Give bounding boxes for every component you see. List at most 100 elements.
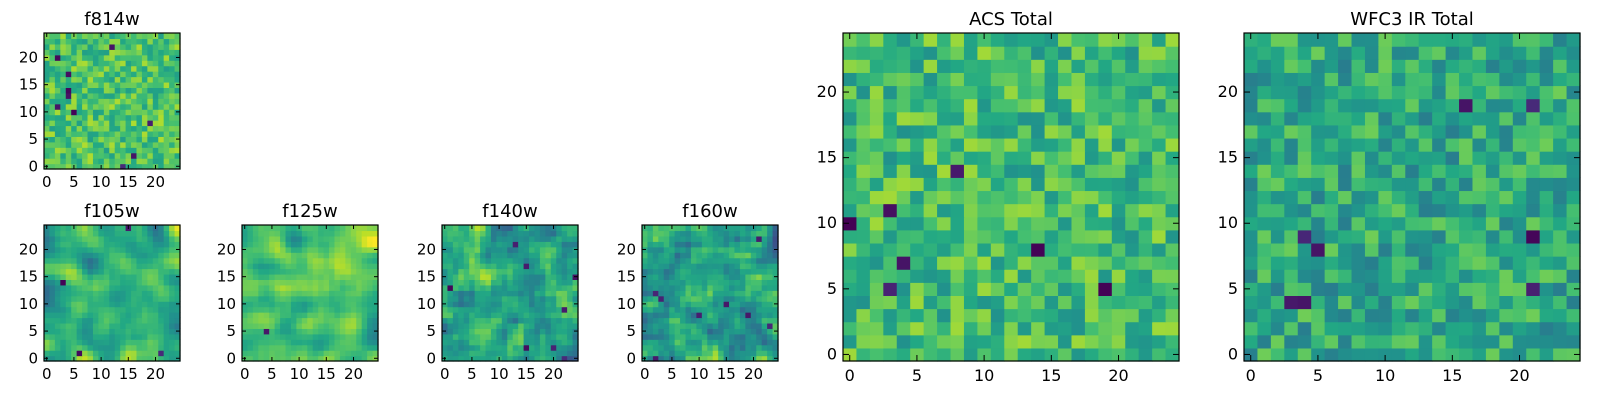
heatmap-cell [174,252,181,259]
chart-title: f125w [282,201,337,222]
heatmap-cell [49,355,56,362]
heatmap-cell [1566,295,1581,310]
heatmap-cell [680,235,687,242]
heatmap-cell [147,290,154,297]
heatmap-cell [152,141,159,148]
heatmap-cell [125,60,132,67]
heatmap-cell [561,268,568,275]
heatmap-cell [258,312,265,319]
heatmap-cell [1459,347,1474,362]
heatmap-cell [82,158,89,165]
heatmap-cell [1566,111,1581,126]
heatmap-cell [1351,282,1366,296]
heatmap-cell [663,273,670,280]
heatmap-cell [501,306,508,313]
heatmap-cell [556,257,563,264]
heatmap-cell [458,317,465,324]
heatmap-cell [1017,347,1032,362]
heatmap-cell [49,263,56,270]
heatmap-cell [307,268,314,275]
heatmap-cell [125,125,132,132]
heatmap-cell [910,216,925,231]
heatmap-cell [1445,229,1460,244]
heatmap-cell [242,279,249,286]
heatmap-cell [447,225,454,232]
heatmap-cell [269,279,276,286]
heatmap-cell [447,317,454,324]
heatmap-cell [1270,151,1285,165]
heatmap-cell [103,81,110,88]
heatmap-cell [1257,190,1272,205]
heatmap-cell [1270,295,1285,310]
heatmap-cell [739,268,746,275]
heatmap-cell [1566,242,1581,257]
heatmap-cell [1138,46,1153,60]
heatmap-cell [674,344,681,351]
heatmap-cell [1378,46,1393,60]
heatmap-cell [1391,190,1406,205]
heatmap-cell [334,312,341,319]
heatmap-cell [1311,242,1326,257]
heatmap-cell [103,333,110,340]
heatmap-cell [1311,111,1326,126]
heatmap-cell [545,268,552,275]
heatmap-cell [490,230,497,237]
heatmap-cell [1364,111,1379,126]
heatmap-cell [169,81,176,88]
heatmap-cell [1485,85,1500,100]
heatmap-cell [82,43,89,50]
heatmap-cell [561,257,568,264]
heatmap-cell [114,130,121,137]
heatmap-cell [329,317,336,324]
heatmap-cell [1111,98,1126,113]
heatmap-cell [1472,124,1487,139]
heatmap-cell [54,120,61,127]
heatmap-cell [474,306,481,313]
heatmap-cell [485,252,492,259]
heatmap-cell [761,284,768,291]
heatmap-cell [745,322,752,329]
heatmap-cell [103,263,110,270]
heatmap-cell [174,295,181,302]
heatmap-cell [707,225,714,232]
heatmap-cell [1539,334,1554,349]
heatmap-cell [937,137,952,152]
heatmap-cell [963,190,978,205]
heatmap-cell [480,246,487,253]
heatmap-cell [252,252,259,259]
heatmap-cell [98,65,105,72]
heatmap-cell [685,317,692,324]
heatmap-cell [507,312,514,319]
heatmap-cell [44,76,51,83]
heatmap-cell [318,246,325,253]
heatmap-cell [98,71,105,78]
heatmap-cell [356,268,363,275]
heatmap-cell [518,263,525,270]
heatmap-cell [1378,72,1393,87]
heatmap-cell [1017,216,1032,231]
heatmap-cell [131,76,138,83]
heatmap-cell [1445,308,1460,323]
heatmap-cell [318,263,325,270]
heatmap-cell [136,152,143,159]
heatmap-cell [1566,164,1581,178]
heatmap-cell [49,284,56,291]
heatmap-cell [350,279,357,286]
heatmap-cell [1485,137,1500,152]
heatmap-cell [507,328,514,335]
heatmap-cell [158,339,165,346]
heatmap-cell [318,235,325,242]
heatmap-cell [496,263,503,270]
heatmap-cell [152,241,159,248]
heatmap-cell [147,230,154,237]
heatmap-cell [658,317,665,324]
heatmap-cell [356,333,363,340]
heatmap-cell [1098,295,1113,310]
heatmap-cell [718,339,725,346]
heatmap-cell [1553,59,1568,73]
heatmap-cell [82,60,89,67]
heatmap-cell [285,268,292,275]
chart-title: WFC3 IR Total [1350,9,1473,30]
heatmap-cell [174,158,181,165]
heatmap-cell [490,306,497,313]
